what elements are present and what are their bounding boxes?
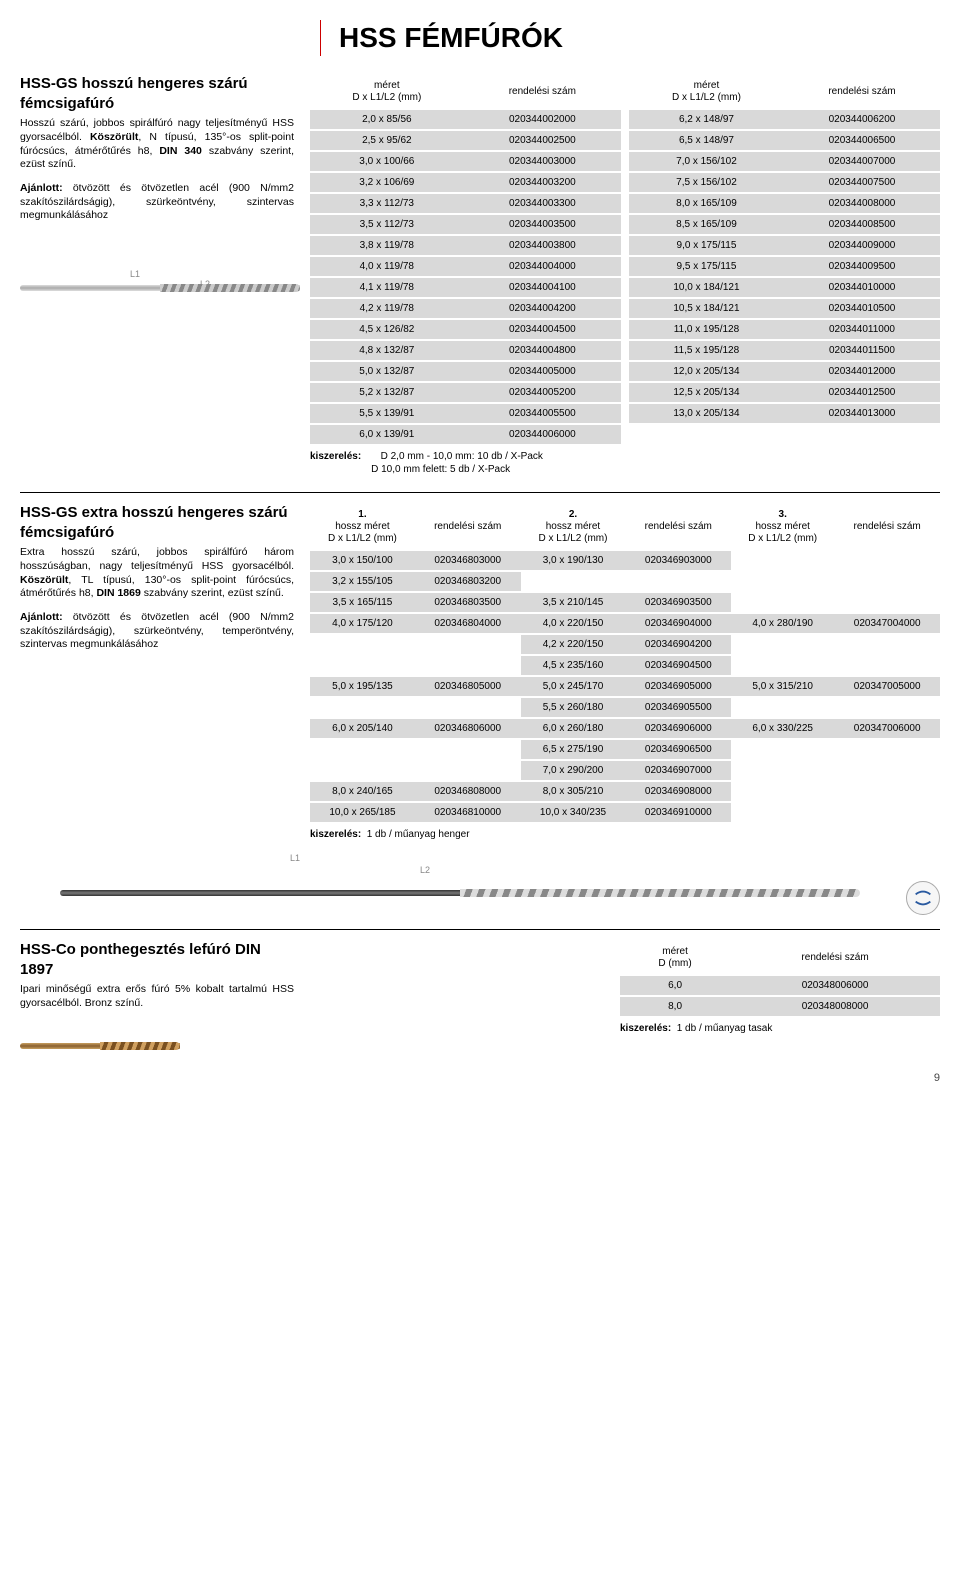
table-row: 9,0 x 175/115020344009000 [629, 236, 940, 255]
packaging-note-2: kiszerelés: 1 db / műanyag henger [310, 828, 940, 841]
table-row: 3,8 x 119/78020344003800 [310, 236, 621, 255]
label-l2: L2 [420, 865, 430, 877]
spec-table-3: méretD (mm) rendelési szám 6,00203480060… [620, 940, 940, 1018]
table-row: 3,0 x 100/66020344003000 [310, 152, 621, 171]
section-hss-gs-extralong: HSS-GS extra hosszú hengeres szárú fémcs… [20, 503, 940, 841]
section-hss-co: HSS-Co ponthegesztés lefúró DIN 1897 Ipa… [20, 940, 940, 1050]
table-row: 8,0020348008000 [620, 997, 940, 1016]
table-row: 10,5 x 184/121020344010500 [629, 299, 940, 318]
table-row: 3,5 x 165/1150203468035003,5 x 210/14502… [310, 593, 940, 612]
table-row: 3,0 x 150/1000203468030003,0 x 190/13002… [310, 551, 940, 570]
table-row: 6,0020348006000 [620, 976, 940, 995]
table-row: 6,0 x 205/1400203468060006,0 x 260/18002… [310, 719, 940, 738]
page-number: 9 [20, 1071, 940, 1085]
product-recommend-1: Ajánlott: ötvözött és ötvözetlen acél (9… [20, 182, 294, 223]
product-desc-1: Hosszú szárú, jobbos spirálfúró nagy tel… [20, 117, 294, 172]
table-row: 3,2 x 155/105020346803200 [310, 572, 940, 591]
label-l1: L1 [130, 269, 140, 281]
table-row: 3,2 x 106/69020344003200 [310, 173, 621, 192]
table-row: 5,2 x 132/87020344005200 [310, 383, 621, 402]
product-recommend-2: Ajánlott: ötvözött és ötvözetlen acél (9… [20, 611, 294, 652]
product-title-3: HSS-Co ponthegesztés lefúró DIN 1897 [20, 940, 294, 979]
table-row: 4,2 x 119/78020344004200 [310, 299, 621, 318]
table-row: 7,0 x 290/200020346907000 [310, 761, 940, 780]
spec-table-1a: méretD x L1/L2 (mm) rendelési szám 2,0 x… [310, 74, 621, 446]
spec-table-2: 1.hossz méretD x L1/L2 (mm)rendelési szá… [310, 503, 940, 824]
table-row: 3,5 x 112/73020344003500 [310, 215, 621, 234]
product-title-1: HSS-GS hosszú hengeres szárú fémcsigafúr… [20, 74, 294, 113]
table-row: 12,5 x 205/134020344012500 [629, 383, 940, 402]
table-row: 4,5 x 235/160020346904500 [310, 656, 940, 675]
drill-illustration-3 [20, 1041, 294, 1051]
table-row: 4,1 x 119/78020344004100 [310, 278, 621, 297]
table-row: 13,0 x 205/134020344013000 [629, 404, 940, 423]
th-size: méretD x L1/L2 (mm) [310, 74, 464, 110]
table-row: 5,0 x 195/1350203468050005,0 x 245/17002… [310, 677, 940, 696]
table-row: 4,2 x 220/150020346904200 [310, 635, 940, 654]
table-row: 9,5 x 175/115020344009500 [629, 257, 940, 276]
table-row: 4,8 x 132/87020344004800 [310, 341, 621, 360]
table-row: 4,0 x 175/1200203468040004,0 x 220/15002… [310, 614, 940, 633]
table-row: 5,0 x 132/87020344005000 [310, 362, 621, 381]
table-row: 4,5 x 126/82020344004500 [310, 320, 621, 339]
table-row: 3,3 x 112/73020344003300 [310, 194, 621, 213]
spec-table-1b: méretD x L1/L2 (mm) rendelési szám 6,2 x… [629, 74, 940, 425]
table-row: 7,5 x 156/102020344007500 [629, 173, 940, 192]
product-desc-3: Ipari minőségű extra erős fúró 5% kobalt… [20, 983, 294, 1010]
label-l1: L1 [290, 853, 300, 865]
divider [20, 929, 940, 930]
packaging-note-3: kiszerelés: 1 db / műanyag tasak [620, 1022, 940, 1035]
page-title: HSS FÉMFÚRÓK [320, 20, 940, 56]
table-row: 2,5 x 95/62020344002500 [310, 131, 621, 150]
table-row: 6,5 x 275/190020346906500 [310, 740, 940, 759]
tip-icon [906, 881, 940, 915]
divider [20, 492, 940, 493]
section-hss-gs-long: HSS-GS hosszú hengeres szárú fémcsigafúr… [20, 74, 940, 476]
table-row: 5,5 x 260/180020346905500 [310, 698, 940, 717]
th-code: rendelési szám [730, 940, 940, 976]
table-row: 2,0 x 85/56020344002000 [310, 110, 621, 129]
th-code: rendelési szám [784, 74, 940, 110]
table-row: 8,0 x 165/109020344008000 [629, 194, 940, 213]
drill-illustration-1: L1 L2 [20, 283, 294, 293]
table-row: 10,0 x 265/18502034681000010,0 x 340/235… [310, 803, 940, 822]
table-row: 8,5 x 165/109020344008500 [629, 215, 940, 234]
th-size: méretD x L1/L2 (mm) [629, 74, 784, 110]
table-row: 11,5 x 195/128020344011500 [629, 341, 940, 360]
table-row: 6,5 x 148/97020344006500 [629, 131, 940, 150]
table-row: 7,0 x 156/102020344007000 [629, 152, 940, 171]
th-size: méretD (mm) [620, 940, 730, 976]
table-row: 6,2 x 148/97020344006200 [629, 110, 940, 129]
table-row: 12,0 x 205/134020344012000 [629, 362, 940, 381]
packaging-note-1: kiszerelés: D 2,0 mm - 10,0 mm: 10 db / … [310, 450, 940, 476]
table-row: 10,0 x 184/121020344010000 [629, 278, 940, 297]
table-row: 5,5 x 139/91020344005500 [310, 404, 621, 423]
table-row: 11,0 x 195/128020344011000 [629, 320, 940, 339]
table-row: 6,0 x 139/91020344006000 [310, 425, 621, 444]
product-title-2: HSS-GS extra hosszú hengeres szárú fémcs… [20, 503, 294, 542]
table-row: 4,0 x 119/78020344004000 [310, 257, 621, 276]
th-code: rendelési szám [464, 74, 621, 110]
product-desc-2: Extra hosszú szárú, jobbos spirálfúró há… [20, 546, 294, 601]
drill-illustration-2: L1 L2 [20, 857, 940, 915]
table-row: 8,0 x 240/1650203468080008,0 x 305/21002… [310, 782, 940, 801]
